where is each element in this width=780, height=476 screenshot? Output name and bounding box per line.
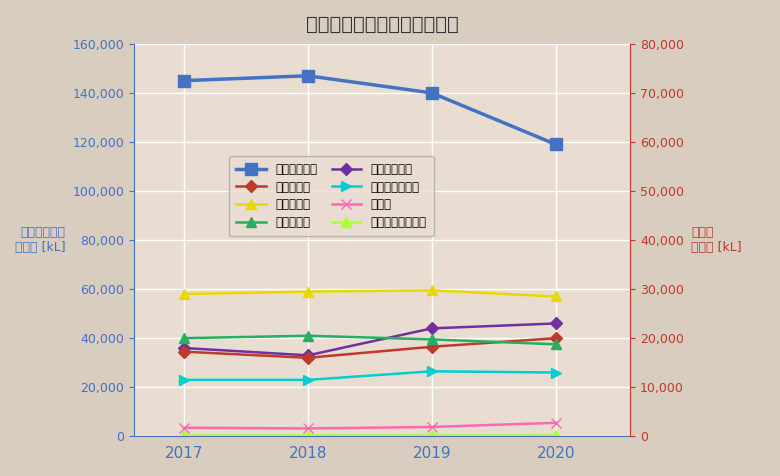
Y-axis label: その他
消費量 [kL]: その他 消費量 [kL]: [691, 226, 742, 254]
Y-axis label: 西ヨーロッパ
消費量 [kL]: 西ヨーロッパ 消費量 [kL]: [15, 226, 66, 254]
Title: シードル消費量の地域別推移: シードル消費量の地域別推移: [306, 15, 459, 34]
Legend: 西ヨーロッパ, 南アフリカ, 北アメリカ, オセアニア, 東ヨーロッパ, ラテンアメリカ, アジア, 中東、北アフリカ: 西ヨーロッパ, 南アフリカ, 北アメリカ, オセアニア, 東ヨーロッパ, ラテン…: [229, 156, 434, 236]
